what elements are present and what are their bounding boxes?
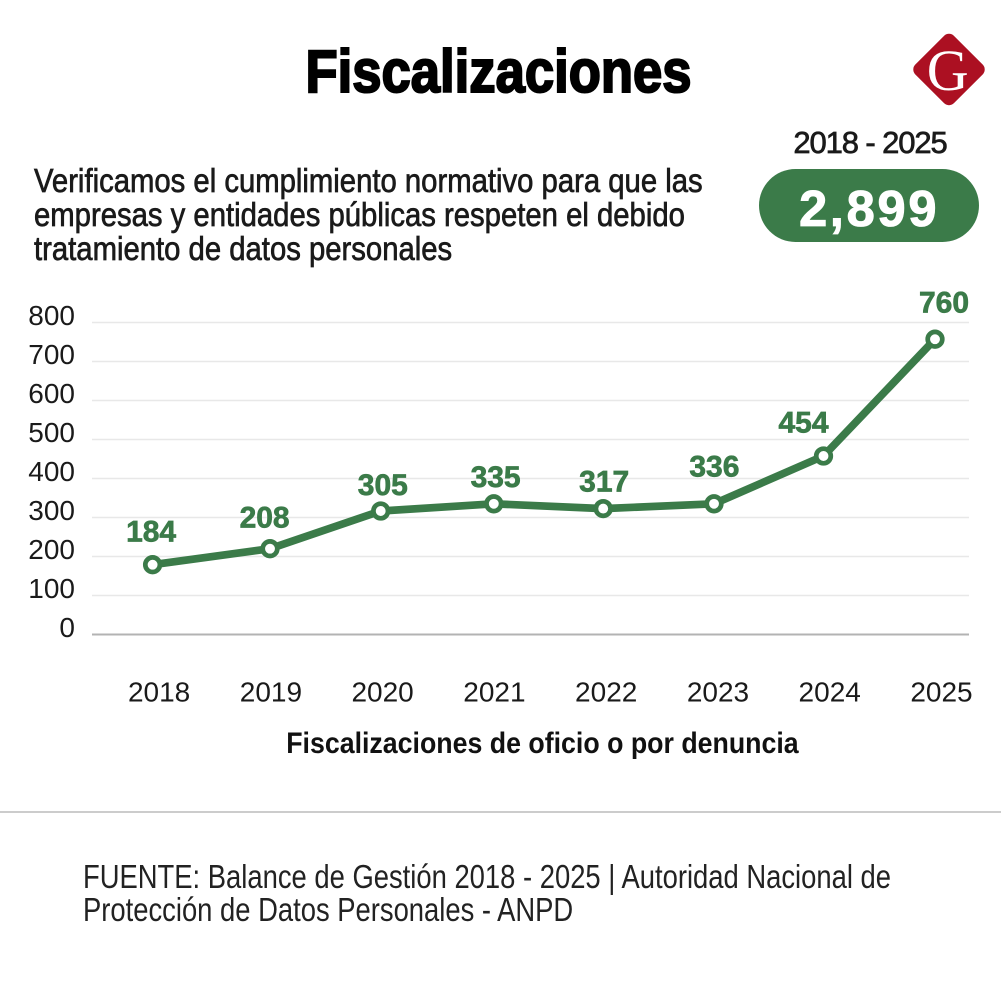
svg-text:2020: 2020 [351, 676, 413, 707]
svg-text:2024: 2024 [799, 676, 861, 707]
svg-text:100: 100 [28, 573, 75, 604]
svg-text:2021: 2021 [463, 676, 525, 707]
svg-text:2025: 2025 [910, 676, 972, 707]
svg-text:2022: 2022 [575, 676, 637, 707]
svg-text:G: G [927, 38, 969, 103]
svg-text:300: 300 [28, 495, 75, 526]
svg-text:500: 500 [28, 417, 75, 448]
svg-text:336: 336 [689, 450, 739, 483]
svg-text:0: 0 [59, 612, 75, 643]
svg-text:600: 600 [28, 378, 75, 409]
svg-text:200: 200 [28, 534, 75, 565]
svg-text:2023: 2023 [687, 676, 749, 707]
svg-text:700: 700 [28, 339, 75, 370]
svg-text:2018: 2018 [128, 676, 190, 707]
svg-text:184: 184 [126, 516, 176, 549]
svg-text:2019: 2019 [240, 676, 302, 707]
svg-text:317: 317 [579, 465, 629, 498]
svg-text:800: 800 [28, 300, 75, 331]
svg-text:760: 760 [919, 290, 969, 320]
svg-text:335: 335 [471, 461, 521, 494]
svg-text:454: 454 [778, 406, 828, 439]
svg-text:208: 208 [240, 501, 290, 534]
svg-text:305: 305 [358, 469, 408, 502]
svg-text:400: 400 [28, 456, 75, 487]
